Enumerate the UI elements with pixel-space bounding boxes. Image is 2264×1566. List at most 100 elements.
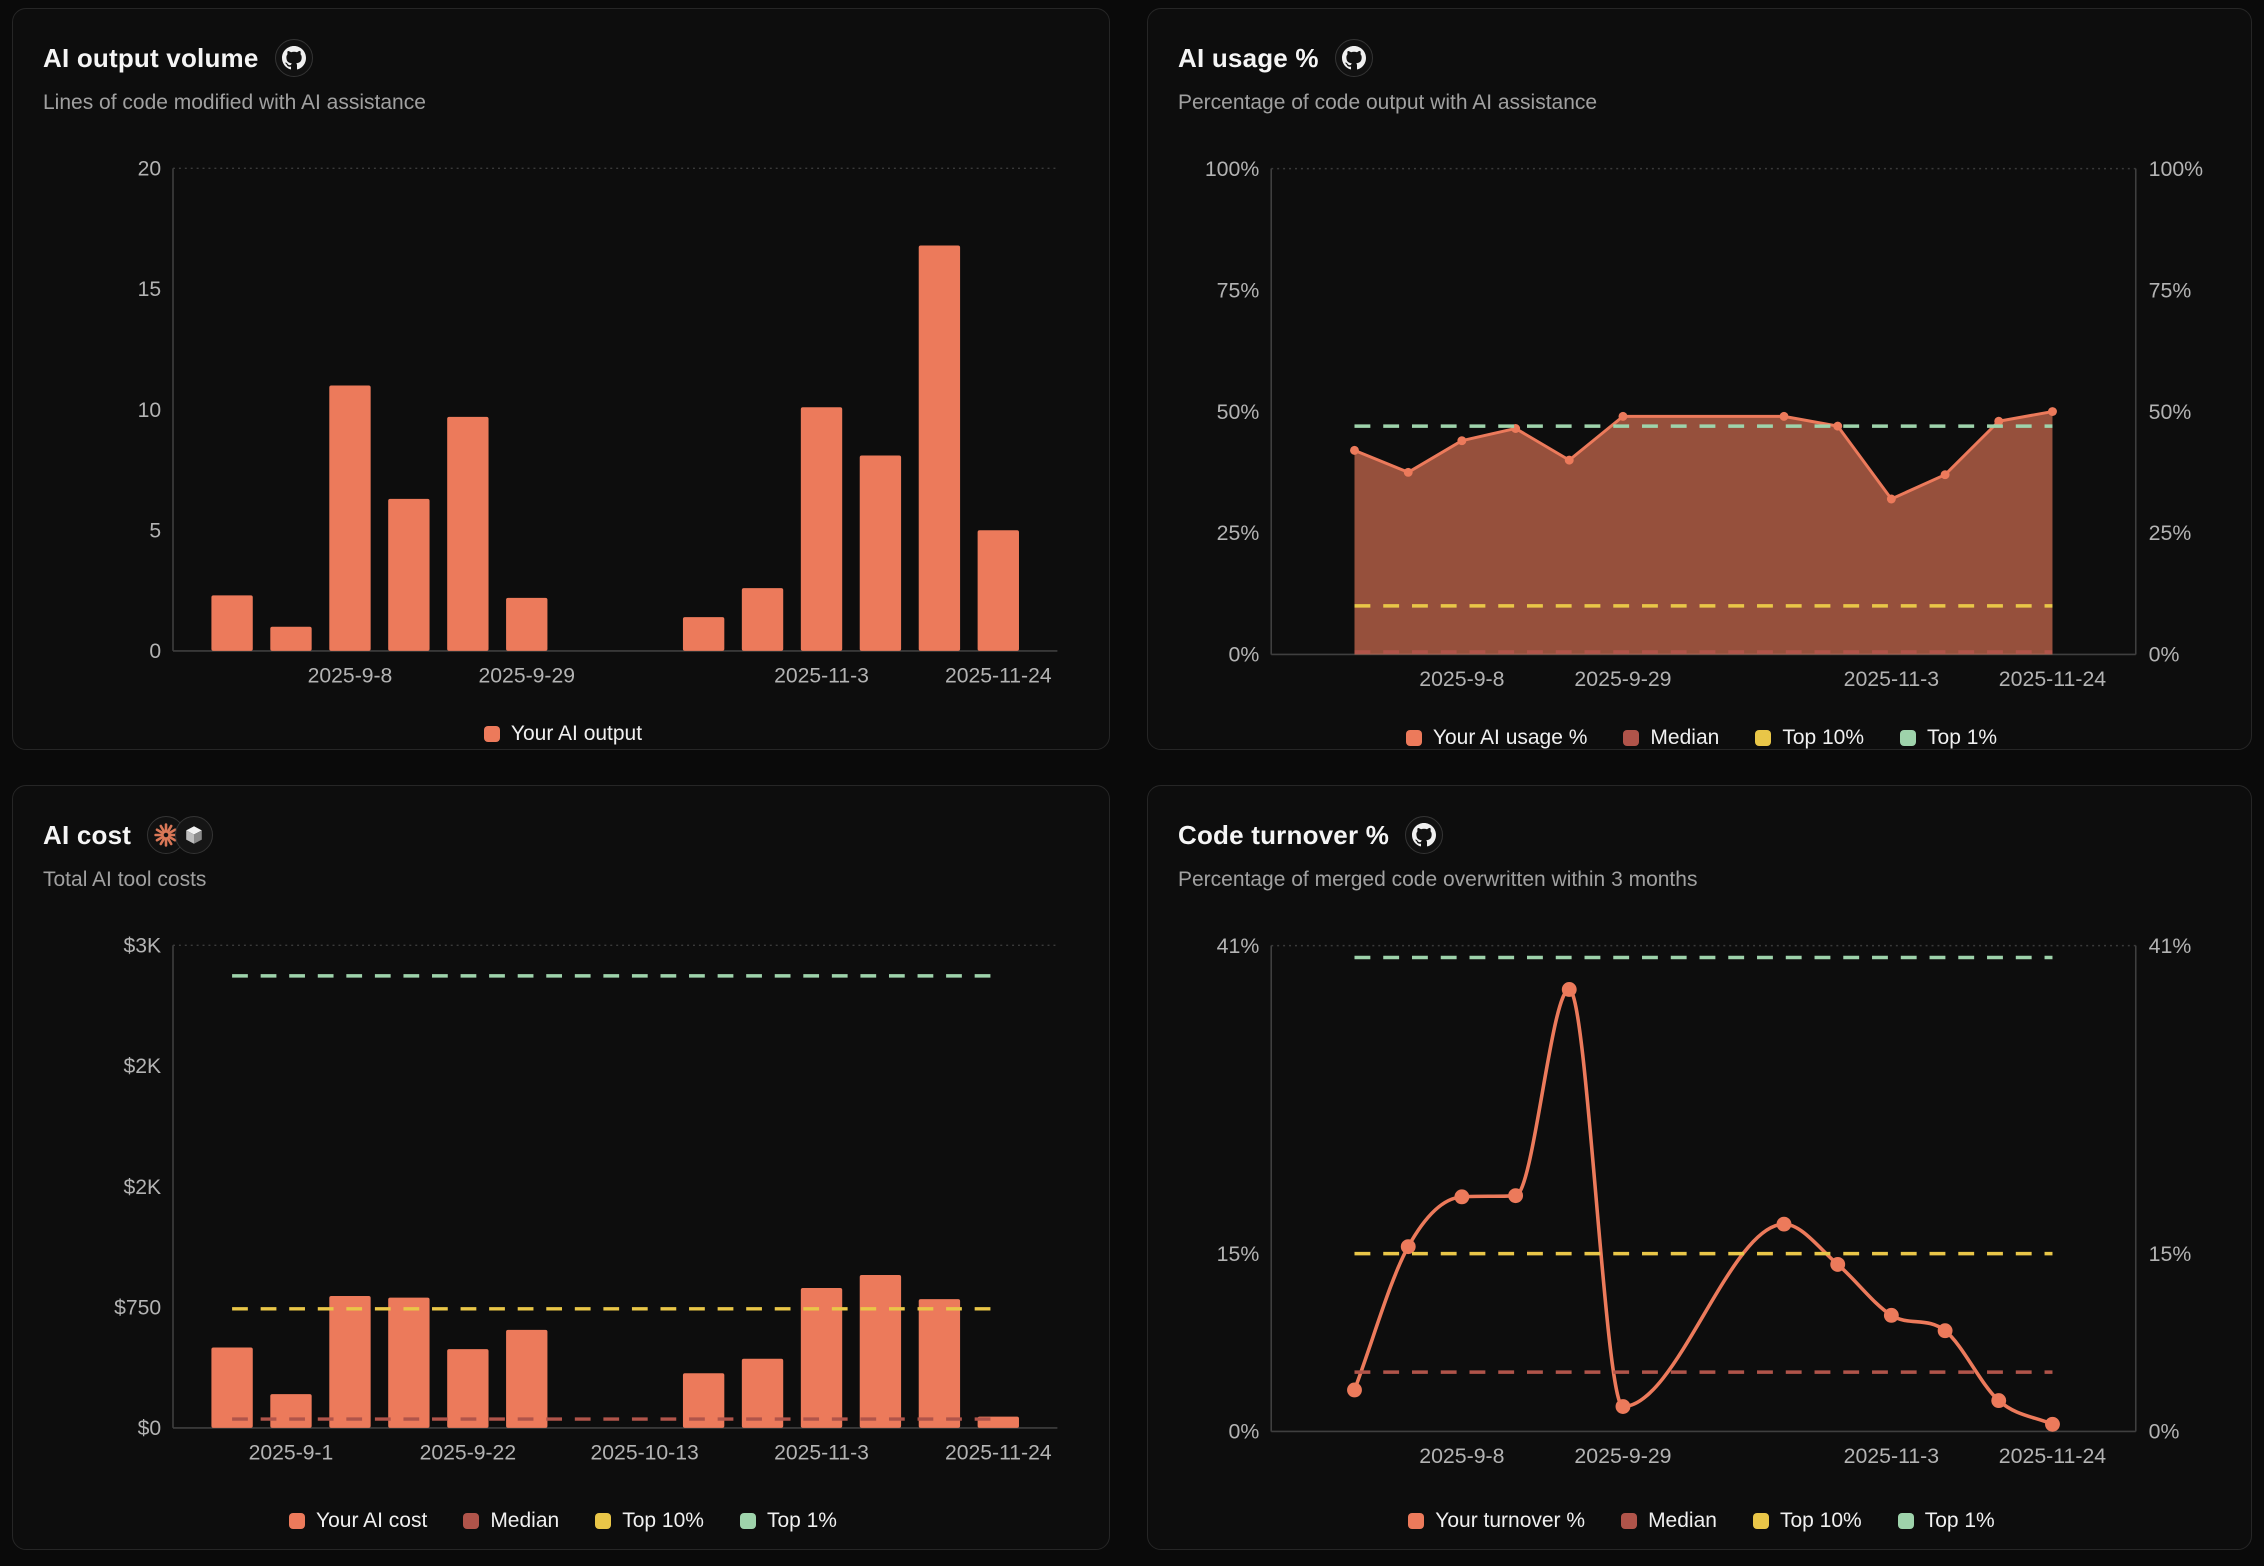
- legend-item: Median: [463, 1509, 559, 1533]
- data-point: [1833, 421, 1843, 431]
- y-tick-label: 0%: [1229, 1420, 1260, 1444]
- legend-item: Top 10%: [595, 1509, 704, 1533]
- github-icon[interactable]: [1405, 816, 1444, 854]
- data-point: [1400, 1239, 1416, 1255]
- badge-group: [1334, 39, 1373, 77]
- legend: Your AI output: [43, 716, 1083, 746]
- y-tick-label: 75%: [1217, 278, 1260, 302]
- legend-item: Median: [1621, 1509, 1717, 1533]
- data-point: [1347, 1382, 1362, 1398]
- bar: [800, 1287, 843, 1428]
- bar: [682, 1373, 725, 1428]
- legend: Your AI usage % Median Top 10% Top 1%: [1178, 720, 2225, 750]
- y-tick-label: $0: [138, 1417, 162, 1440]
- data-point: [1940, 470, 1950, 480]
- legend-label: Top 10%: [1782, 725, 1865, 749]
- y-tick-label-right: 41%: [2149, 934, 2192, 958]
- y-tick-label: $3K: [124, 935, 162, 958]
- panel-header: AI output volume: [43, 39, 1083, 77]
- data-point: [1779, 411, 1789, 421]
- legend-label: Your AI cost: [316, 1509, 428, 1532]
- data-point: [1508, 1188, 1524, 1204]
- x-tick-label: 2025-9-22: [420, 1441, 516, 1464]
- badge-group: [274, 39, 313, 77]
- y-tick-label: 100%: [1205, 157, 1260, 181]
- y-tick-label-right: 50%: [2149, 400, 2192, 424]
- x-tick-label: 2025-11-24: [1999, 667, 2107, 691]
- chart-wrap: $0 $750 $2K $2K $3K 2025-9-1 2025-9-22 2025-10-…: [43, 902, 1083, 1493]
- y-tick-label: 0: [149, 640, 161, 663]
- y-tick-label: 20: [138, 158, 162, 181]
- legend-swatch: [289, 1513, 306, 1529]
- x-tick-label: 2025-11-24: [1999, 1444, 2107, 1468]
- x-tick-label: 2025-11-3: [1844, 1444, 1940, 1468]
- legend-item: Your AI usage %: [1405, 726, 1587, 750]
- area-line: [1353, 410, 2053, 501]
- panel-header: AI cost: [43, 816, 1083, 854]
- x-tick-label: 2025-10-13: [591, 1441, 699, 1464]
- data-point: [1454, 1189, 1470, 1205]
- legend-item: Top 10%: [1755, 726, 1864, 750]
- bar: [329, 1296, 371, 1428]
- legend-swatch: [595, 1513, 612, 1529]
- data-point: [1564, 455, 1574, 465]
- trend-line: [1352, 987, 2055, 1427]
- y-tick-label: $2K: [124, 1055, 162, 1078]
- panel-ai-cost: AI cost Total AI tool costs $0 $750 $2K $2K…: [12, 785, 1110, 1550]
- legend-item: Top 1%: [1900, 726, 1997, 750]
- data-point: [1883, 1307, 1899, 1323]
- bar: [211, 595, 253, 651]
- y-tick-label: 15%: [1217, 1242, 1260, 1266]
- legend-label: Top 1%: [1927, 725, 1998, 749]
- legend-label: Top 10%: [1779, 1509, 1862, 1532]
- data-point: [1886, 494, 1896, 504]
- github-icon[interactable]: [1334, 39, 1373, 77]
- bar: [741, 1358, 784, 1428]
- legend-swatch: [1621, 1513, 1638, 1529]
- bar: [270, 1394, 312, 1428]
- y-tick-label-right: 25%: [2149, 521, 2192, 545]
- bar: [800, 407, 843, 651]
- legend-label: Median: [1650, 725, 1720, 749]
- legend-label: Your turnover %: [1435, 1509, 1586, 1532]
- chart-canvas: 0% 0% 15% 15% 41% 41% 2025-9-8 2025-9-29 2025-11…: [1217, 934, 2192, 1468]
- y-tick-label: 15: [138, 278, 162, 301]
- panel-header: AI usage %: [1178, 39, 2225, 77]
- bar: [447, 416, 489, 651]
- bar: [388, 1297, 430, 1428]
- chart-canvas: 0 5 10 15 20 2025-9-8 2025-9-29 2025-11-3 2025-1…: [138, 158, 1058, 687]
- legend-swatch: [1755, 729, 1772, 746]
- legend-label: Top 1%: [1924, 1509, 1995, 1532]
- y-tick-label-right: 0%: [2149, 1420, 2180, 1444]
- y-tick-label: 50%: [1217, 400, 1260, 424]
- legend-item: Median: [1623, 726, 1719, 750]
- github-icon[interactable]: [274, 39, 313, 77]
- legend-item: Top 1%: [1897, 1509, 1995, 1533]
- panel-title: AI output volume: [43, 42, 259, 73]
- x-tick-label: 2025-9-8: [308, 664, 393, 687]
- x-tick-label: 2025-11-3: [774, 1441, 869, 1464]
- x-tick-label: 2025-11-24: [945, 1441, 1052, 1464]
- y-tick-label: 0%: [1229, 643, 1260, 667]
- legend-swatch: [739, 1513, 756, 1529]
- bar: [859, 455, 902, 651]
- legend-swatch: [1623, 729, 1640, 746]
- x-tick-label: 2025-11-3: [1844, 667, 1940, 691]
- bar: [270, 626, 312, 651]
- chart-wrap: 0% 0% 25% 25% 50% 50% 75% 75% 100% 100% 2025-9-8 20…: [1178, 125, 2225, 720]
- legend-swatch: [1752, 1513, 1769, 1529]
- legend-label: Top 10%: [622, 1509, 704, 1532]
- x-tick-label: 2025-9-29: [479, 664, 575, 687]
- bar: [506, 1329, 548, 1428]
- legend-label: Your AI output: [510, 721, 643, 745]
- chart-wrap: 0 5 10 15 20 2025-9-8 2025-9-29 2025-11-3 2025-1…: [43, 125, 1083, 716]
- panel-header: Code turnover %: [1178, 816, 2225, 854]
- y-tick-label-right: 0%: [2149, 643, 2180, 667]
- cube-icon[interactable]: [175, 816, 214, 854]
- x-tick-label: 2025-9-8: [1419, 1444, 1504, 1468]
- area-fill: [1354, 411, 2053, 655]
- legend-swatch: [483, 725, 500, 742]
- bar: [977, 530, 1019, 651]
- bar: [682, 617, 725, 651]
- data-point: [1776, 1216, 1792, 1232]
